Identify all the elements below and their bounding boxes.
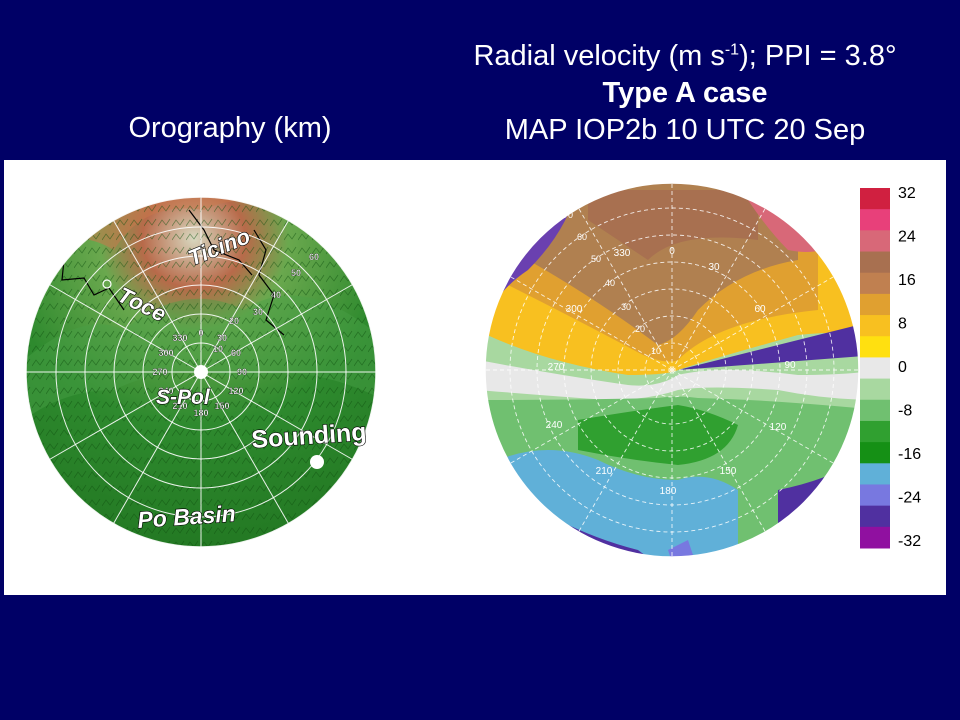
- velocity-colorbar-tick-label: -32: [898, 533, 921, 550]
- velocity-title-line2: Type A case: [602, 77, 768, 109]
- vel-az-150: 150: [720, 466, 737, 477]
- velocity-colorbar-tick-label: 32: [898, 185, 916, 202]
- oro-range-50: 50: [291, 268, 301, 278]
- vel-az-0: 0: [669, 246, 675, 257]
- vel-az-270: 270: [548, 362, 565, 373]
- velocity-colorbar-tick-label: -24: [898, 490, 921, 507]
- orography-title: Orography (km): [128, 112, 332, 144]
- oro-az-210: 210: [172, 401, 187, 411]
- vel-az-60: 60: [754, 304, 766, 315]
- velocity-colorbar-swatch: [860, 484, 890, 507]
- velocity-colorbar-tick-label: -16: [898, 446, 921, 463]
- oro-range-30: 30: [253, 307, 263, 317]
- oro-az-0: 0: [198, 328, 203, 338]
- velocity-colorbar-swatch: [860, 230, 890, 253]
- velocity-colorbar-swatch: [860, 420, 890, 443]
- vel-az-90: 90: [784, 360, 796, 371]
- velocity-colorbar-swatch: [860, 463, 890, 485]
- vel-ring-50: 50: [591, 254, 601, 264]
- velocity-colorbar-tick-label: -8: [898, 403, 912, 420]
- velocity-colorbar-tick-label: 24: [898, 229, 916, 246]
- vel-ring-70: 70: [563, 210, 573, 220]
- velocity-colorbar: [860, 188, 890, 549]
- vel-ring-60: 60: [577, 232, 587, 242]
- velocity-panel: 330 300 270 240 210 180 150 120 90 60 30…: [378, 160, 946, 595]
- vel-az-330: 330: [614, 248, 631, 259]
- velocity-colorbar-tick-label: 0: [898, 359, 907, 376]
- vel-az-180: 180: [660, 486, 677, 497]
- site-marker-icon: [102, 279, 112, 289]
- oro-range-10: 10: [213, 344, 223, 354]
- velocity-colorbar-tick-label: 16: [898, 272, 916, 289]
- oro-az-330: 330: [172, 333, 187, 343]
- velocity-colorbar-swatch: [860, 315, 890, 337]
- oro-az-60: 60: [231, 348, 241, 358]
- oro-az-90: 90: [237, 367, 247, 377]
- velocity-colorbar-labels: 32 24 16 8 0 -8 -16 -24 -32: [898, 185, 921, 550]
- oro-az-240: 240: [158, 386, 173, 396]
- vel-ring-10: 10: [651, 346, 661, 356]
- oro-az-180: 180: [193, 408, 208, 418]
- velocity-title-line1: Radial velocity (m s-1); PPI = 3.8°: [473, 40, 897, 72]
- velocity-colorbar-swatch: [860, 526, 890, 549]
- velocity-colorbar-swatch: [860, 272, 890, 295]
- vel-az-120: 120: [770, 422, 787, 433]
- oro-az-30: 30: [217, 333, 227, 343]
- sounding-marker-icon: [310, 455, 324, 469]
- velocity-colorbar-swatch: [860, 505, 890, 528]
- velocity-colorbar-swatch: [860, 378, 890, 401]
- velocity-colorbar-swatch: [860, 357, 890, 380]
- oro-range-20: 20: [229, 316, 239, 326]
- oro-az-120: 120: [228, 386, 243, 396]
- velocity-colorbar-tick-label: 8: [898, 316, 907, 333]
- velocity-colorbar-swatch: [860, 336, 890, 358]
- label-po-basin: Po Basin: [137, 500, 237, 533]
- velocity-colorbar-swatch: [860, 209, 890, 231]
- velocity-colorbar-swatch: [860, 293, 890, 316]
- oro-az-270: 270: [152, 367, 167, 377]
- oro-az-150: 150: [214, 401, 229, 411]
- vel-az-240: 240: [546, 420, 563, 431]
- velocity-title-line3: MAP IOP2b 10 UTC 20 Sep: [504, 114, 866, 146]
- spol-marker-icon: [194, 365, 208, 379]
- vel-az-210: 210: [596, 466, 613, 477]
- vel-ring-30: 30: [621, 302, 631, 312]
- oro-range-40: 40: [271, 290, 281, 300]
- velocity-map: 330 300 270 240 210 180 150 120 90 60 30…: [484, 182, 921, 558]
- velocity-colorbar-swatch: [860, 442, 890, 464]
- orography-map: 0 30 60 90 120 150 180 210 240 270 300 3…: [25, 185, 460, 550]
- vel-ring-40: 40: [605, 278, 615, 288]
- vel-az-30: 30: [708, 262, 720, 273]
- oro-az-300: 300: [158, 348, 173, 358]
- velocity-colorbar-swatch: [860, 188, 890, 210]
- oro-range-60: 60: [309, 252, 319, 262]
- vel-az-300: 300: [566, 304, 583, 315]
- vel-ring-20: 20: [635, 324, 645, 334]
- velocity-title: Radial velocity (m s-1); PPI = 3.8° Type…: [420, 38, 950, 149]
- label-spol: S-Pol: [156, 386, 211, 409]
- velocity-colorbar-swatch: [860, 251, 890, 274]
- velocity-colorbar-swatch: [860, 399, 890, 422]
